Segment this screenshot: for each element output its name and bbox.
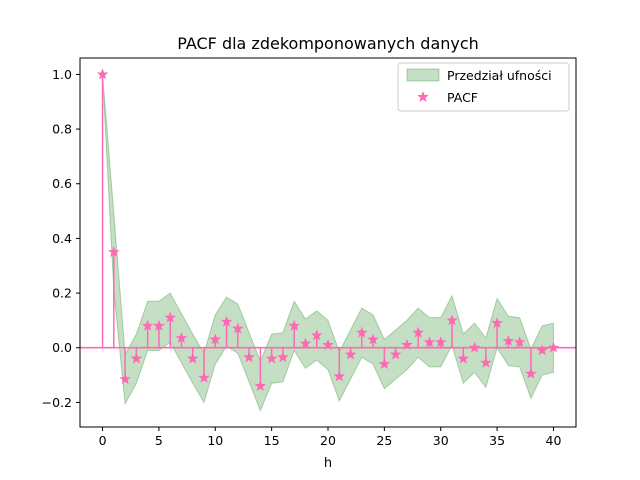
x-axis-ticks: 0 5 10 15 20 25 30 35 40: [99, 427, 562, 448]
pacf-point: [457, 352, 470, 364]
pacf-point: [367, 333, 379, 345]
pacf-point: [232, 322, 244, 334]
x-tick-label: 40: [546, 433, 562, 448]
pacf-point: [175, 332, 188, 344]
pacf-point: [198, 371, 210, 383]
pacf-point: [220, 315, 233, 327]
pacf-point: [254, 379, 267, 391]
y-axis-ticks: −0.2 0.0 0.2 0.4 0.6 0.8 1.0: [42, 67, 80, 410]
x-tick-label: 5: [155, 433, 163, 448]
pacf-point: [288, 319, 300, 331]
y-tick-label: 0.2: [52, 286, 72, 301]
pacf-point: [536, 344, 548, 356]
pacf-point: [130, 352, 143, 364]
y-tick-label: 0.0: [52, 340, 72, 355]
x-tick-label: 30: [433, 433, 449, 448]
y-tick-label: 0.8: [52, 122, 72, 137]
pacf-point: [468, 341, 481, 353]
pacf-point: [333, 370, 346, 382]
legend: Przedział ufności PACF: [397, 62, 570, 112]
pacf-point: [265, 352, 278, 364]
x-axis-label: h: [324, 456, 332, 471]
pacf-point: [525, 367, 537, 379]
pacf-point: [119, 373, 131, 385]
pacf-point: [299, 337, 312, 349]
pacf-point: [356, 326, 368, 338]
legend-band-swatch: [406, 68, 440, 82]
pacf-point: [423, 336, 436, 348]
pacf-point: [186, 352, 199, 364]
y-tick-label: 0.6: [52, 176, 72, 191]
pacf-markers: [96, 68, 560, 391]
pacf-point: [446, 314, 458, 326]
pacf-point: [164, 311, 176, 323]
pacf-point: [434, 336, 447, 348]
pacf-point: [153, 319, 165, 331]
pacf-point: [141, 319, 154, 331]
y-tick-label: 0.4: [52, 231, 72, 246]
legend-pacf-star-icon: [417, 90, 429, 102]
pacf-point: [513, 336, 526, 348]
legend-pacf-label: PACF: [447, 90, 478, 105]
pacf-point: [378, 358, 391, 370]
pacf-point: [389, 348, 402, 360]
pacf-point: [322, 338, 334, 350]
pacf-point: [502, 334, 515, 346]
pacf-point: [547, 341, 560, 353]
pacf-point: [480, 356, 492, 368]
x-tick-label: 15: [264, 433, 280, 448]
pacf-point: [310, 329, 323, 341]
pacf-point: [277, 351, 289, 363]
legend-band-label: Przedział ufności: [447, 68, 552, 83]
x-tick-label: 0: [99, 433, 107, 448]
pacf-point: [412, 326, 424, 338]
pacf-point: [108, 246, 120, 257]
pacf-point: [401, 338, 413, 350]
y-tick-label: −0.2: [42, 395, 72, 410]
x-tick-label: 25: [376, 433, 392, 448]
pacf-point: [96, 68, 109, 80]
pacf-point: [209, 333, 222, 345]
y-tick-label: 1.0: [52, 67, 72, 82]
pacf-point: [344, 348, 357, 360]
x-tick-label: 35: [489, 433, 505, 448]
pacf-point: [491, 317, 503, 329]
legend-box: [397, 62, 570, 112]
x-tick-label: 10: [207, 433, 223, 448]
chart-title: PACF dla zdekomponowanych danych: [177, 34, 479, 53]
pacf-point: [243, 351, 255, 363]
x-tick-label: 20: [320, 433, 336, 448]
plot-frame: [79, 57, 577, 428]
